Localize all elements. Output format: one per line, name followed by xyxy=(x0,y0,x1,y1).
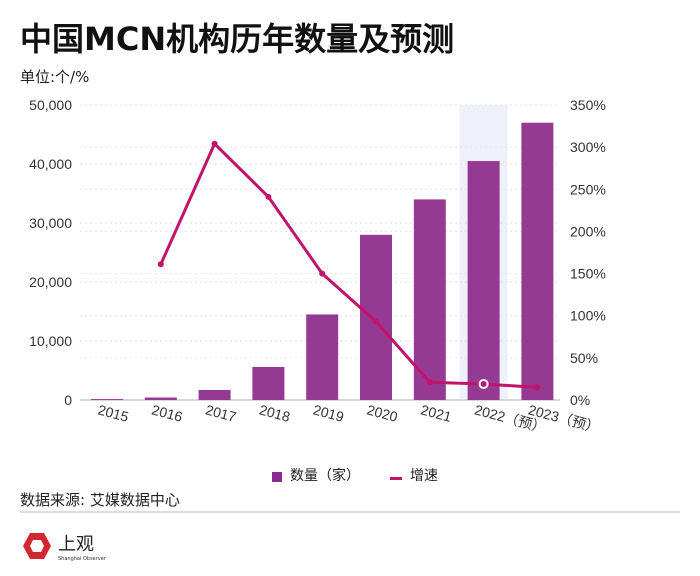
left-tick-label: 50,000 xyxy=(29,97,72,113)
right-tick-label: 50% xyxy=(570,350,598,366)
logo-icon xyxy=(23,533,51,559)
right-tick-label: 250% xyxy=(570,181,606,197)
bar-2017 xyxy=(198,389,231,400)
x-tick-label: 2017 xyxy=(204,401,238,425)
growth-point xyxy=(426,379,433,386)
x-tick-label: 2019 xyxy=(311,401,345,425)
bar-2018 xyxy=(252,366,285,400)
growth-line xyxy=(159,141,538,389)
divider xyxy=(20,511,680,513)
logo-text: 上观 xyxy=(58,534,94,555)
legend-bar-label: 数量（家） xyxy=(290,468,360,484)
unit-label: 单位:个/% xyxy=(20,68,90,86)
right-tick-label: 200% xyxy=(570,223,606,239)
left-tick-label: 0 xyxy=(64,392,72,408)
bar-2020 xyxy=(360,234,392,400)
x-tick-label: 2015 xyxy=(96,401,130,425)
growth-point xyxy=(534,384,541,391)
growth-point xyxy=(211,140,218,147)
legend-bar-swatch xyxy=(272,472,282,482)
growth-point xyxy=(157,261,164,268)
left-tick-label: 30,000 xyxy=(29,215,72,231)
legend: 数量（家） 增速 xyxy=(272,465,438,485)
data-source: 数据来源: 艾媒数据中心 xyxy=(20,491,180,509)
right-tick-label: 150% xyxy=(570,266,606,282)
growth-point-highlighted xyxy=(478,378,489,389)
left-tick-label: 40,000 xyxy=(29,156,72,172)
right-tick-label: 300% xyxy=(570,139,606,155)
right-tick-label: 100% xyxy=(570,308,606,324)
growth-point xyxy=(319,270,326,277)
bar-2015 xyxy=(91,399,123,400)
growth-point xyxy=(265,193,272,200)
chart: 0 10,000 20,000 30,000 40,000 50,000 0% 50% 100%… xyxy=(29,97,606,436)
x-tick-label: 2020 xyxy=(365,401,399,425)
logo: 上观 Shanghai Observer xyxy=(22,530,106,562)
legend-line-swatch xyxy=(390,476,402,480)
logo-subtext: Shanghai Observer xyxy=(58,556,106,562)
bar-2023（预） xyxy=(521,122,554,400)
bar-2022（预） xyxy=(467,161,500,400)
right-tick-label: 350% xyxy=(570,97,606,113)
bar-2021 xyxy=(413,199,446,400)
x-tick-label: 2016 xyxy=(150,401,184,425)
growth-point xyxy=(373,318,379,325)
bar-2019 xyxy=(306,314,339,400)
x-tick-label: 2018 xyxy=(258,401,292,425)
left-tick-label: 10,000 xyxy=(29,333,72,349)
bar-2016 xyxy=(144,397,177,400)
x-tick-label: 2021 xyxy=(419,401,453,425)
chart-title: 中国MCN机构历年数量及预测 xyxy=(20,20,455,58)
left-tick-label: 20,000 xyxy=(29,274,72,290)
legend-line-label: 增速 xyxy=(410,468,438,484)
right-tick-label: 0% xyxy=(570,392,590,408)
